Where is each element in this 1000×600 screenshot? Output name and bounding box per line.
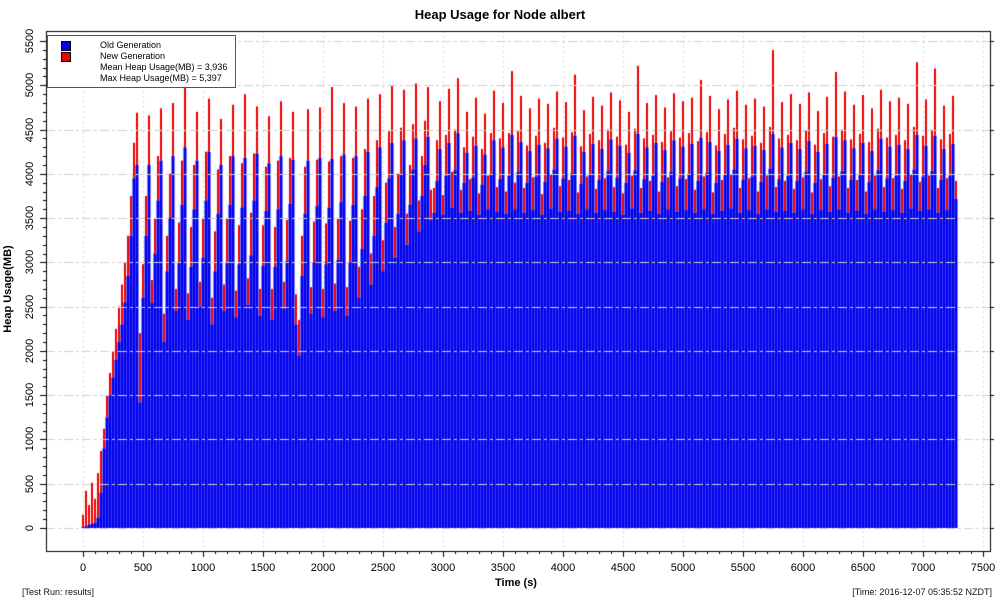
legend-stat-max: Max Heap Usage(MB) = 5,397 [48, 73, 235, 84]
footer-test-run: [Test Run: results] [22, 587, 95, 597]
max-heap-usage-text: Max Heap Usage(MB) = 5,397 [100, 73, 222, 83]
y-tick-label-2000: 2000 [24, 338, 36, 364]
y-tick-label-1000: 1000 [24, 427, 36, 452]
x-tick-label-7000: 7000 [910, 562, 936, 574]
legend-label-old-generation: Old Generation [100, 40, 162, 50]
mean-heap-usage-text: Mean Heap Usage(MB) = 3,936 [100, 62, 228, 72]
x-tick-label-1000: 1000 [190, 562, 216, 574]
legend-label-new-generation: New Generation [100, 51, 166, 61]
y-tick-label-2500: 2500 [24, 294, 36, 319]
x-tick-label-6000: 6000 [790, 562, 816, 574]
x-tick-label-2000: 2000 [310, 562, 336, 574]
y-tick-label-4000: 4000 [24, 161, 36, 187]
x-tick-label-5500: 5500 [730, 562, 756, 574]
y-tick-label-5000: 5000 [24, 73, 36, 98]
x-tick-label-500: 500 [133, 562, 153, 574]
new-generation-swatch-icon [61, 52, 71, 62]
x-tick-label-5000: 5000 [670, 562, 696, 574]
x-tick-label-0: 0 [79, 562, 87, 574]
old-generation-swatch-icon [61, 41, 71, 51]
legend-item-old-generation: Old Generation [48, 40, 235, 51]
x-tick-label-4000: 4000 [550, 562, 576, 574]
x-tick-label-1500: 1500 [250, 562, 276, 574]
x-tick-label-2500: 2500 [370, 562, 396, 574]
y-tick-label-500: 500 [24, 474, 36, 493]
footer-timestamp: [Time: 2016-12-07 05:35:52 NZDT] [852, 587, 992, 597]
y-tick-label-1500: 1500 [24, 382, 36, 408]
legend-item-new-generation: New Generation [48, 51, 235, 62]
x-tick-label-7500: 7500 [970, 562, 996, 574]
y-tick-label-4500: 4500 [24, 117, 36, 142]
y-tick-label-3000: 3000 [24, 250, 36, 275]
x-tick-label-4500: 4500 [610, 562, 636, 574]
legend-stat-mean: Mean Heap Usage(MB) = 3,936 [48, 62, 235, 73]
legend: Old Generation New Generation Mean Heap … [47, 35, 236, 88]
chart-title: Heap Usage for Node albert [414, 7, 586, 22]
x-tick-label-3000: 3000 [430, 562, 456, 574]
y-axis-label: Heap Usage(MB) [2, 245, 14, 333]
y-tick-label-5500: 5500 [24, 28, 36, 54]
x-tick-label-6500: 6500 [850, 562, 876, 574]
x-axis-label: Time (s) [495, 577, 537, 589]
x-tick-label-3500: 3500 [490, 562, 516, 574]
y-tick-label-3500: 3500 [24, 205, 36, 231]
y-tick-label-0: 0 [24, 524, 36, 532]
